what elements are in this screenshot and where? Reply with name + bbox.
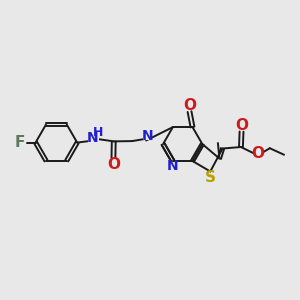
Text: N: N <box>142 129 153 143</box>
Bar <box>88 132 99 143</box>
Text: O: O <box>251 146 264 161</box>
Text: O: O <box>107 157 120 172</box>
Bar <box>185 101 194 109</box>
Text: H: H <box>93 126 103 139</box>
Text: S: S <box>205 170 216 185</box>
Bar <box>169 162 177 171</box>
Bar <box>254 149 262 158</box>
Bar <box>206 174 214 182</box>
Bar <box>237 121 246 129</box>
Bar <box>109 160 118 168</box>
Bar <box>143 132 152 140</box>
Text: N: N <box>167 159 179 173</box>
Text: O: O <box>183 98 196 112</box>
Text: N: N <box>86 130 98 145</box>
Text: F: F <box>15 135 25 150</box>
Text: O: O <box>235 118 248 133</box>
